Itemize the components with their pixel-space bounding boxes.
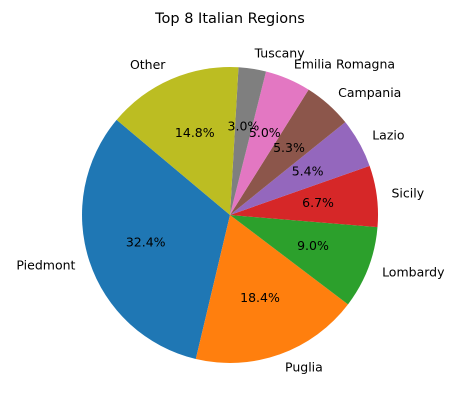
pie-slice-piedmont [82, 119, 230, 359]
pie-slice-sicily [230, 165, 379, 228]
slice-label-other: Other [130, 57, 166, 72]
pie-slice-puglia [195, 215, 349, 363]
pct-label-lazio: 5.4% [292, 163, 324, 178]
pct-label-other: 14.8% [175, 125, 215, 140]
slice-label-lazio: Lazio [372, 127, 404, 142]
pct-label-lombardy: 9.0% [297, 238, 329, 253]
pie-slice-tuscany [230, 67, 266, 216]
pie-slice-campania [230, 89, 346, 215]
pie-slice-lazio [230, 122, 370, 215]
slice-label-emilia-romagna: Emilia Romagna [294, 57, 395, 72]
pie-labels: Piedmont Puglia Lombardy Sicily Lazio Campani… [16, 46, 445, 375]
slice-label-campania: Campania [338, 85, 401, 100]
pct-label-puglia: 18.4% [240, 290, 280, 305]
pct-label-emilia-romagna: 5.0% [249, 125, 281, 140]
slice-label-piedmont: Piedmont [16, 258, 75, 273]
pct-label-campania: 5.3% [273, 140, 305, 155]
pct-label-tuscany: 3.0% [228, 119, 260, 134]
pie-slice-other [116, 66, 239, 215]
pct-label-sicily: 6.7% [302, 195, 334, 210]
pie-slice-lombardy [230, 215, 378, 305]
chart-title: Top 8 Italian Regions [154, 11, 305, 27]
slice-label-lombardy: Lombardy [382, 265, 445, 280]
pct-label-piedmont: 32.4% [126, 234, 166, 249]
pie-slice-emilia-romagna [230, 71, 309, 215]
slice-label-tuscany: Tuscany [254, 46, 306, 61]
pie-percentages: 32.4% 18.4% 9.0% 6.7% 5.4% 5.3%5.0%3.0% 14.8% [126, 119, 334, 305]
slice-label-puglia: Puglia [285, 360, 323, 375]
slice-label-sicily: Sicily [391, 186, 424, 201]
pie-slices [82, 66, 379, 363]
